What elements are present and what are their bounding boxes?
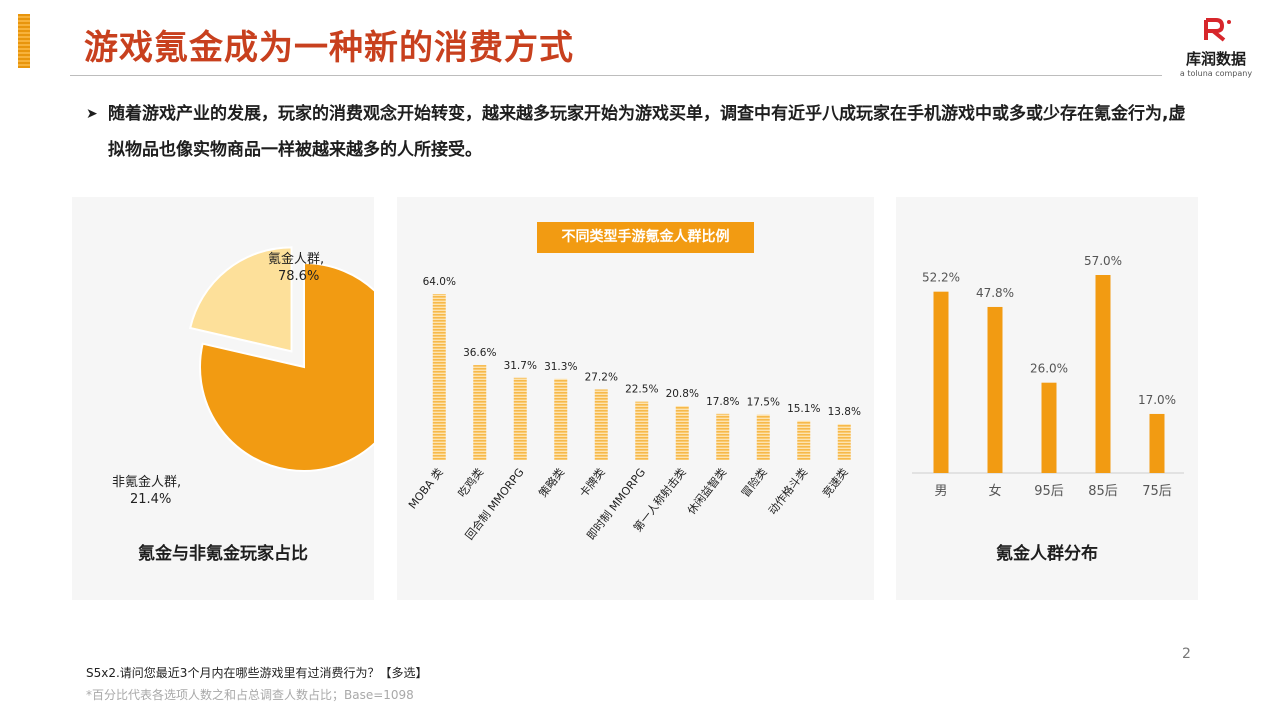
pie-value-label: 78.6%: [278, 269, 319, 284]
brand-logo: 库润数据 a toluna company: [1176, 18, 1256, 78]
bar: [1149, 413, 1165, 473]
bar-value-label: 17.8%: [706, 396, 739, 408]
bar: [716, 413, 730, 460]
category-label: 75后: [1142, 484, 1172, 499]
bar-value-label: 31.3%: [544, 361, 577, 373]
pie-label: 氪金人群,: [268, 251, 324, 267]
bar: [473, 365, 487, 460]
demographic-bar-chart: 52.2% 男 47.8% 女 26.0% 95后 57.0% 85后 17.0% 75后: [912, 254, 1184, 499]
arrow-bullet-icon: ➤: [86, 106, 98, 122]
survey-question: S5x2.请问您最近3个月内在哪些游戏里有过消费行为？【多选】: [86, 666, 428, 680]
pie-slice: [199, 261, 374, 472]
pie-chart-panel: 氪金人群, 78.6% 非氪金人群, 21.4% 氪金与非氪金玩家占比: [72, 197, 374, 600]
category-label: 冒险类: [738, 465, 769, 500]
category-label: 95后: [1034, 484, 1064, 499]
bar-value-label: 36.6%: [463, 347, 496, 359]
demographic-chart-caption: 氪金人群分布: [996, 544, 1098, 564]
bar-value-label: 57.0%: [1084, 254, 1122, 268]
bar-chart-title: 不同类型手游氪金人群比例: [537, 222, 754, 253]
bar-value-label: 22.5%: [625, 384, 658, 396]
bar-value-label: 26.0%: [1030, 362, 1068, 376]
pie-chart: 氪金人群, 78.6% 非氪金人群, 21.4%: [112, 246, 374, 507]
bar-value-label: 20.8%: [666, 388, 699, 400]
title-accent-bar: [18, 14, 30, 68]
bar: [432, 294, 446, 460]
category-label: 休闲益智类: [684, 465, 729, 517]
pie-slice: [188, 246, 293, 353]
bar: [675, 406, 689, 460]
bar-value-label: 47.8%: [976, 286, 1014, 300]
category-label: MOBA 类: [405, 465, 445, 511]
bar: [756, 414, 770, 460]
bar: [1041, 382, 1057, 473]
category-label: 女: [988, 483, 1001, 499]
pie-chart-caption: 氪金与非氪金玩家占比: [138, 544, 308, 564]
bar: [635, 401, 649, 460]
pie-value-label: 21.4%: [130, 492, 171, 507]
bar: [837, 424, 851, 460]
category-label: 吃鸡类: [455, 465, 486, 500]
category-label: 男: [934, 484, 947, 499]
category-label: 竞速类: [819, 465, 850, 500]
bar: [513, 377, 527, 460]
bar-value-label: 31.7%: [504, 360, 537, 372]
bar-value-label: 52.2%: [922, 271, 960, 285]
bar-value-label: 15.1%: [787, 403, 820, 415]
bar: [797, 420, 811, 460]
footnote: *百分比代表各选项人数之和占总调查人数占比；Base=1098: [86, 688, 414, 702]
category-label: 策略类: [536, 465, 567, 500]
demographic-bar-chart-panel: 52.2% 男 47.8% 女 26.0% 95后 57.0% 85后 17.0% 75后 氪金人…: [896, 197, 1198, 600]
bar: [933, 291, 949, 473]
bar: [987, 306, 1003, 473]
category-label: 85后: [1088, 484, 1118, 499]
bar-value-label: 17.5%: [747, 397, 780, 409]
page-title: 游戏氪金成为一种新的消费方式: [84, 28, 574, 68]
game-type-bar-chart-panel: 不同类型手游氪金人群比例 64.0% MOBA 类 36.6% 吃鸡类 31.7% 回合制…: [397, 197, 874, 600]
pie-label: 非氪金人群,: [112, 474, 181, 490]
bar-value-label: 27.2%: [585, 371, 618, 383]
title-divider: [70, 75, 1162, 76]
logo-text: 库润数据: [1185, 50, 1246, 68]
bar-value-label: 13.8%: [828, 406, 861, 418]
logo-mark-icon: [1204, 18, 1231, 42]
bar: [1095, 275, 1111, 473]
bar-value-label: 17.0%: [1138, 393, 1176, 407]
bar: [554, 378, 568, 460]
bar: [594, 389, 608, 460]
page-number: 2: [1182, 646, 1191, 662]
bar-value-label: 64.0%: [423, 276, 456, 288]
category-label: 卡牌类: [576, 465, 607, 500]
category-label: 动作格斗类: [765, 465, 810, 517]
logo-subtitle: a toluna company: [1179, 69, 1253, 78]
summary-text: 随着游戏产业的发展，玩家的消费观念开始转变，越来越多玩家开始为游戏买单，调查中有…: [108, 104, 1186, 160]
